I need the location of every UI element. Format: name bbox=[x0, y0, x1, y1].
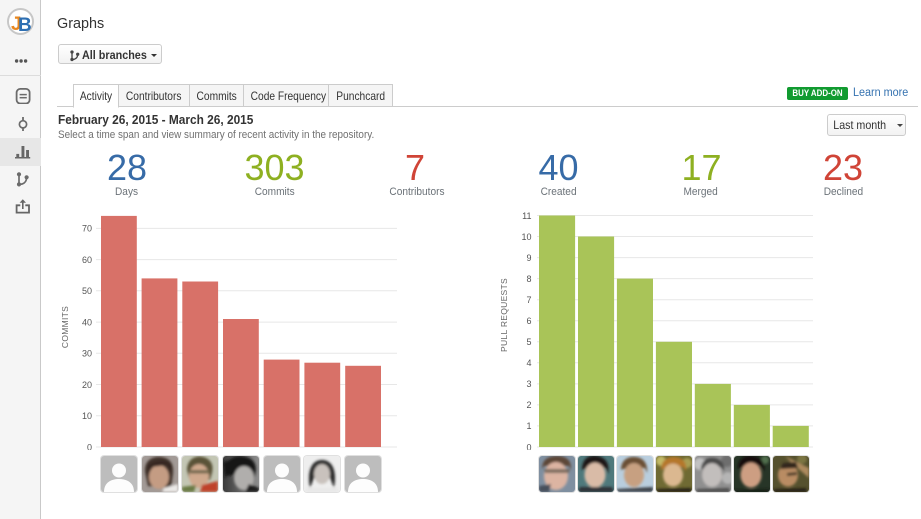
svg-text:COMMITS: COMMITS bbox=[60, 306, 70, 348]
svg-text:70: 70 bbox=[82, 224, 92, 234]
svg-text:50: 50 bbox=[82, 286, 92, 296]
svg-text:40: 40 bbox=[82, 317, 92, 327]
svg-text:20: 20 bbox=[82, 380, 92, 390]
svg-text:9: 9 bbox=[526, 253, 531, 263]
svg-text:6: 6 bbox=[526, 316, 531, 326]
svg-text:0: 0 bbox=[526, 442, 531, 450]
svg-text:30: 30 bbox=[82, 349, 92, 359]
svg-text:B: B bbox=[18, 15, 32, 33]
svg-text:10: 10 bbox=[82, 411, 92, 421]
svg-text:7: 7 bbox=[526, 295, 531, 305]
svg-text:4: 4 bbox=[526, 358, 531, 368]
svg-text:10: 10 bbox=[521, 232, 531, 242]
svg-text:3: 3 bbox=[526, 379, 531, 389]
svg-text:PULL REQUESTS: PULL REQUESTS bbox=[499, 278, 509, 352]
svg-text:J: J bbox=[11, 14, 22, 33]
svg-text:8: 8 bbox=[526, 274, 531, 284]
svg-text:2: 2 bbox=[526, 400, 531, 410]
svg-text:1: 1 bbox=[526, 421, 531, 431]
svg-text:5: 5 bbox=[526, 337, 531, 347]
svg-text:11: 11 bbox=[522, 211, 531, 221]
svg-text:0: 0 bbox=[87, 442, 92, 450]
svg-text:60: 60 bbox=[82, 255, 92, 265]
